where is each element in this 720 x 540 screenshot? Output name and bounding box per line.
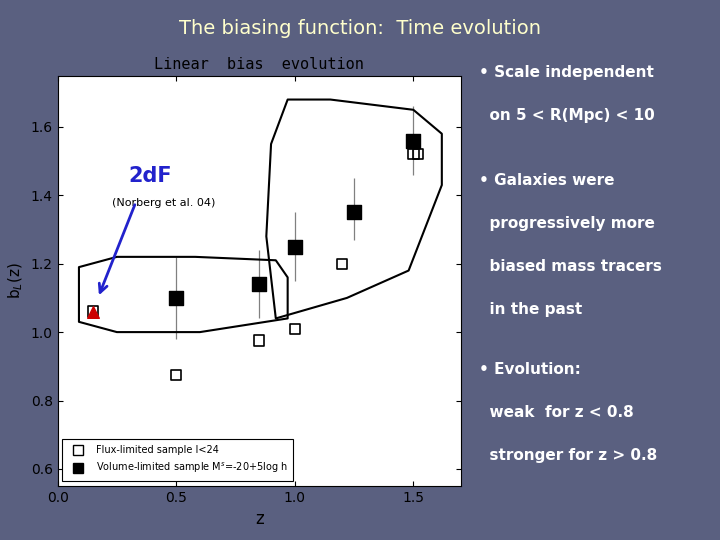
Text: progressively more: progressively more	[479, 216, 654, 231]
Point	[348, 208, 360, 217]
Point	[171, 370, 182, 379]
Text: weak  for z < 0.8: weak for z < 0.8	[479, 405, 634, 420]
Text: biased mass tracers: biased mass tracers	[479, 259, 662, 274]
Text: on 5 < R(Mpc) < 10: on 5 < R(Mpc) < 10	[479, 108, 654, 123]
Point	[289, 325, 300, 333]
Point	[87, 307, 99, 316]
Text: in the past: in the past	[479, 302, 582, 318]
Title: Linear  bias  evolution: Linear bias evolution	[154, 57, 364, 72]
Point	[253, 336, 265, 345]
Text: • Evolution:: • Evolution:	[479, 362, 580, 377]
Point	[289, 242, 300, 251]
Text: The biasing function:  Time evolution: The biasing function: Time evolution	[179, 19, 541, 38]
Point	[171, 294, 182, 302]
Point	[87, 307, 99, 316]
Text: 2dF: 2dF	[129, 166, 172, 186]
X-axis label: z: z	[255, 510, 264, 529]
Legend: Flux-limited sample I<24, Volume-limited sample M$^s$=-20+5log h: Flux-limited sample I<24, Volume-limited…	[63, 439, 293, 481]
Point	[336, 259, 348, 268]
Text: • Scale independent: • Scale independent	[479, 65, 654, 80]
Y-axis label: b$_{L}$(z): b$_{L}$(z)	[6, 262, 25, 299]
Text: stronger for z > 0.8: stronger for z > 0.8	[479, 448, 657, 463]
Point	[408, 136, 419, 145]
Point	[413, 150, 424, 159]
Text: (Norberg et al. 04): (Norberg et al. 04)	[112, 198, 215, 207]
Text: • Galaxies were: • Galaxies were	[479, 173, 614, 188]
Point	[408, 150, 419, 159]
Point	[253, 280, 265, 288]
